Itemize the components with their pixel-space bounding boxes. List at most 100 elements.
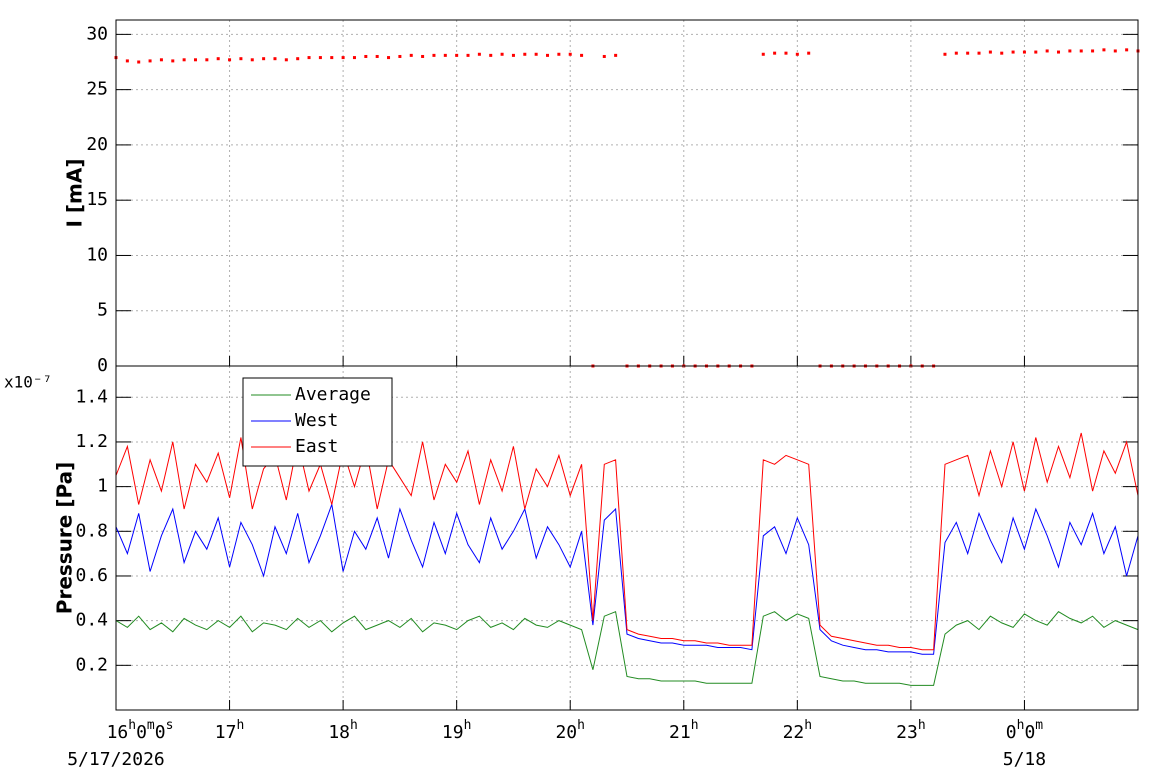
data-point	[387, 56, 391, 60]
data-point	[614, 53, 618, 57]
data-point	[477, 52, 481, 56]
data-point	[409, 53, 413, 57]
data-point	[977, 51, 981, 55]
data-point	[1022, 50, 1026, 54]
data-point	[125, 59, 129, 63]
data-point	[239, 57, 243, 61]
data-point	[489, 53, 493, 57]
y-tick-label: 0.4	[75, 610, 108, 631]
data-point	[966, 51, 970, 55]
data-point	[1125, 48, 1129, 52]
data-point	[375, 54, 379, 58]
data-point	[398, 54, 402, 58]
data-point	[284, 58, 288, 62]
data-point	[602, 54, 606, 58]
y-axis-title: Pressure [Pa]	[53, 462, 77, 614]
plot-area	[115, 432, 1139, 686]
data-point	[500, 52, 504, 56]
data-point	[1034, 50, 1038, 54]
data-point	[432, 53, 436, 57]
data-point	[318, 56, 322, 60]
legend-label: West	[295, 410, 338, 431]
data-point	[250, 58, 254, 62]
legend-label: East	[295, 436, 338, 457]
data-line	[115, 432, 1139, 651]
data-point	[943, 52, 947, 56]
plot-frame	[115, 365, 1139, 711]
data-point	[580, 53, 584, 57]
data-point	[988, 50, 992, 54]
x-tick-label: 17h	[215, 718, 245, 744]
data-point	[137, 60, 141, 64]
y-tick-label: 0	[97, 355, 108, 376]
x-tick-label: 23h	[896, 718, 926, 744]
y-tick-label: 0.2	[75, 654, 108, 675]
y-tick-label: 15	[86, 189, 108, 210]
data-point	[773, 51, 777, 55]
data-point	[511, 53, 515, 57]
data-point	[795, 52, 799, 56]
x-tick-label: 21h	[669, 718, 699, 744]
data-point	[273, 57, 277, 61]
x-tick-label: 20h	[555, 718, 585, 744]
data-point	[228, 58, 232, 62]
legend-label: Average	[295, 384, 371, 405]
data-point	[1068, 49, 1072, 53]
y-axis-title: I [mA]	[63, 158, 87, 227]
data-point	[807, 51, 811, 55]
x-tick-label: 16h0m0s	[107, 718, 174, 744]
data-point	[205, 58, 209, 62]
data-point	[455, 53, 459, 57]
data-point	[784, 51, 788, 55]
data-point	[307, 56, 311, 60]
data-point	[182, 58, 186, 62]
data-point	[1057, 50, 1061, 54]
y-tick-label: 0.8	[75, 520, 108, 541]
data-point	[1045, 49, 1049, 53]
data-point	[148, 59, 152, 63]
x-tick-label: 18h	[328, 718, 358, 744]
y-tick-label: 5	[97, 300, 108, 321]
y-tick-label: 1.4	[75, 386, 108, 407]
data-point	[421, 54, 425, 58]
data-point	[1113, 49, 1117, 53]
data-point	[1091, 49, 1095, 53]
y-tick-label: 25	[86, 79, 108, 100]
x-tick-label: 19h	[442, 718, 472, 744]
data-line	[115, 611, 1139, 686]
data-point	[1000, 51, 1004, 55]
data-point	[466, 53, 470, 57]
y-tick-label: 10	[86, 244, 108, 265]
y-tick-label: 0.6	[75, 565, 108, 586]
data-point	[216, 57, 220, 61]
data-point	[1079, 49, 1083, 53]
data-point	[341, 56, 345, 60]
date-label: 5/17/2026	[67, 749, 165, 770]
y-tick-label: 30	[86, 23, 108, 44]
x-tick-label: 22h	[783, 718, 813, 744]
data-point	[352, 56, 356, 60]
data-point	[523, 52, 527, 56]
data-line	[115, 502, 1139, 655]
data-point	[330, 56, 334, 60]
data-point	[364, 54, 368, 58]
y-tick-label: 1	[97, 476, 108, 497]
y-tick-label: 1.2	[75, 431, 108, 452]
data-point	[193, 58, 197, 62]
data-point	[546, 53, 550, 57]
data-point	[171, 59, 175, 63]
legend-box	[242, 377, 393, 467]
data-point	[568, 52, 572, 56]
data-point	[262, 57, 266, 61]
x-tick-label: 0h0m	[1006, 718, 1044, 744]
data-point	[761, 52, 765, 56]
date-label: 5/18	[1003, 749, 1046, 770]
data-point	[1102, 48, 1106, 52]
data-point	[557, 52, 561, 56]
data-point	[1011, 50, 1015, 54]
data-point	[443, 53, 447, 57]
data-point	[159, 58, 163, 62]
y-multiplier: x10⁻⁷	[4, 373, 52, 392]
